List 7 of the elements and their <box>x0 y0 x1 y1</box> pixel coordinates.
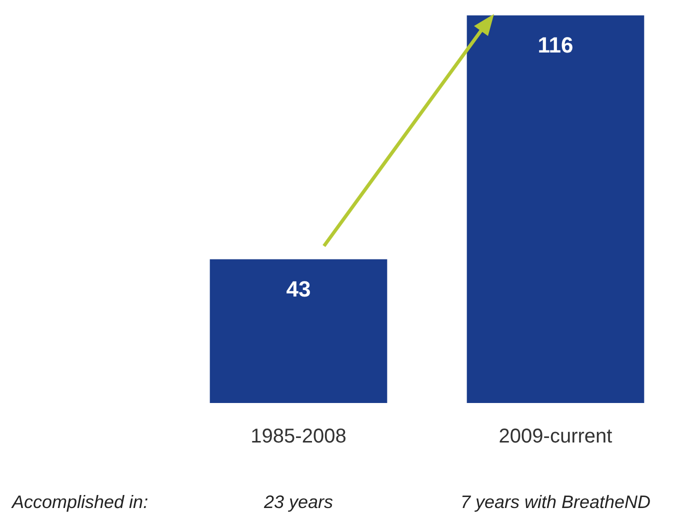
text: 23 years <box>262 492 334 512</box>
data-label: 43 <box>286 276 311 302</box>
text: 7 years with BreatheND <box>460 492 651 512</box>
x-tick-label: 2009-current <box>498 426 613 448</box>
text: Accomplished in: <box>11 492 148 512</box>
data-label: 116 <box>538 32 574 58</box>
x-tick-label: 1985-2008 <box>250 426 346 448</box>
